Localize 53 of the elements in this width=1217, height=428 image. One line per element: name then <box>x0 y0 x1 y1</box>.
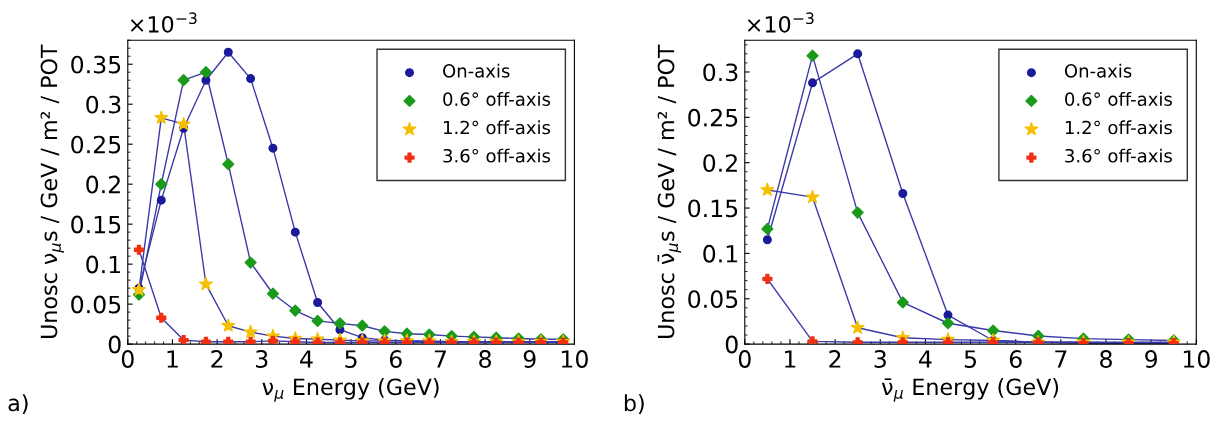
y-tick-label: 0.25 <box>688 108 738 127</box>
x-tick-label: 0 <box>121 350 134 368</box>
x-tick-label: 10 <box>1183 350 1210 368</box>
x-tick-label: 4 <box>300 350 313 368</box>
legend-label: 3.6° off-axis <box>443 148 551 163</box>
y-tick-label: 0.3 <box>703 63 738 82</box>
x-tick-label: 9 <box>523 350 536 368</box>
legend-label: 0.6° off-axis <box>1065 92 1172 106</box>
x-tick-label: 6 <box>389 350 402 368</box>
text: b) <box>624 394 644 414</box>
x-axis-title: ν̄$_{μ}$ Energy (GeV) <box>881 378 1059 402</box>
y-tick-label: 0 <box>725 335 738 354</box>
y-tick-label: 0.2 <box>703 154 737 172</box>
y-tick-label: 0.2 <box>86 175 120 194</box>
y-tick-label: 0.25 <box>71 135 121 154</box>
x-tick-label: 6 <box>1009 350 1022 368</box>
text: ×10$^{−3}$ <box>130 12 197 33</box>
y-axis-title: Unosc ν̄$_{μ}$s / GeV / m² / POT <box>657 44 682 339</box>
y-axis-title: Unosc ν$_{μ}$s / GeV / m² / POT <box>40 44 64 339</box>
x-tick-label: 5 <box>345 350 357 368</box>
y-tick-label: 0.05 <box>71 295 121 314</box>
x-tick-label: 1 <box>785 350 796 368</box>
x-tick-label: 7 <box>1055 350 1067 368</box>
legend-label: On-axis <box>1064 63 1132 78</box>
y-tick-label: 0.1 <box>703 244 738 263</box>
x-tick-label: 10 <box>561 350 588 368</box>
y-tick-label: 0.35 <box>71 55 121 74</box>
y-tick-label: 0 <box>108 335 121 354</box>
x-tick-label: 0 <box>738 350 751 368</box>
legend-label: 0.6° off-axis <box>443 92 551 106</box>
text: ×10$^{−3}$ <box>747 12 814 33</box>
x-tick-label: 5 <box>964 350 977 368</box>
y-tick-label: 0.15 <box>71 215 121 234</box>
y-tick-label: 0.05 <box>688 290 738 309</box>
x-tick-label: 1 <box>167 350 178 368</box>
y-tick-label: 0.3 <box>86 95 121 114</box>
x-tick-label: 3 <box>256 350 268 368</box>
y-tick-label: 0.15 <box>688 199 738 218</box>
x-tick-label: 4 <box>919 350 932 368</box>
x-tick-label: 9 <box>1145 350 1158 368</box>
x-axis-title: ν$_{μ}$ Energy (GeV) <box>262 378 439 402</box>
x-tick-label: 2 <box>829 350 841 368</box>
x-tick-label: 3 <box>874 350 886 368</box>
x-tick-label: 2 <box>211 350 223 368</box>
legend-label: 1.2° off-axis <box>444 120 551 135</box>
text: a) <box>8 394 28 414</box>
legend-label: 3.6° off-axis <box>1065 148 1172 163</box>
legend-label: On-axis <box>443 63 510 78</box>
x-tick-label: 8 <box>479 350 491 368</box>
legend-label: 1.2° off-axis <box>1065 120 1172 135</box>
x-tick-label: 7 <box>434 350 446 368</box>
y-tick-label: 0.1 <box>86 255 121 274</box>
x-tick-label: 8 <box>1100 350 1112 368</box>
